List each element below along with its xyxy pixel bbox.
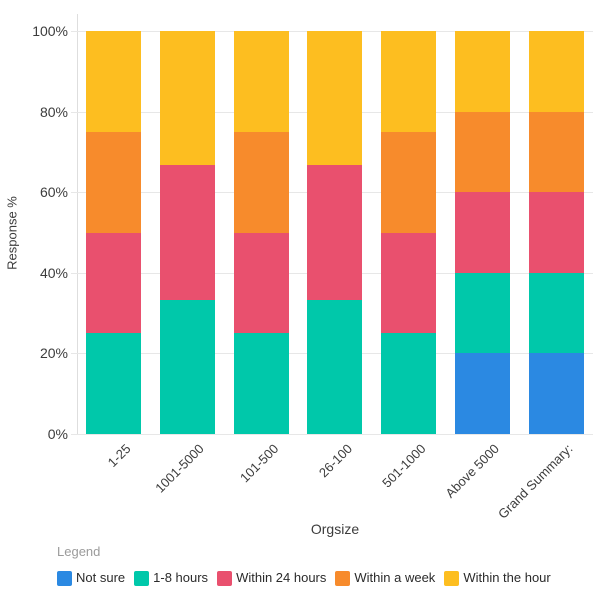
bar-Above 5000 [454,31,510,434]
y-tick-label: 60% [39,184,68,200]
bar-segment-1-8-hours[interactable] [233,333,289,434]
legend-item-1-8-hours[interactable]: 1-8 hours [134,570,208,586]
y-tick-label: 0% [47,426,68,442]
bar-segment-within-a-week[interactable] [454,111,510,193]
legend-item-label: Within 24 hours [236,570,327,585]
bar-segment-within-the-hour[interactable] [86,31,142,132]
legend-item-not-sure[interactable]: Not sure [57,570,125,586]
x-tick-label: 501-1000 [378,441,429,491]
legend-title: Legend [57,544,101,559]
bar-segment-within-the-hour[interactable] [454,31,510,112]
x-tick-label: 26-100 [315,441,355,481]
x-tick-label: Grand Summary: [495,441,576,522]
legend-swatch-icon [134,570,150,586]
bar-501-1000 [381,31,437,434]
legend-item-label: Not sure [76,570,126,585]
x-tick-label: 1001-5000 [152,441,208,496]
legend-swatch-icon [57,570,72,586]
legend-swatch-icon [444,570,460,586]
bar-segment-within-24-hours[interactable] [307,165,363,300]
bar-segment-1-8-hours[interactable] [160,299,216,434]
bar-segment-within-24-hours[interactable] [160,165,216,300]
x-tick-label: 1-25 [104,441,134,471]
y-tick-label: 40% [39,265,68,281]
bar-segment-within-the-hour[interactable] [160,31,216,166]
legend-item-label: Within a week [354,570,436,585]
y-tick-label: 100% [32,23,68,39]
bar-segment-within-24-hours[interactable] [233,232,289,334]
bar-segment-within-the-hour[interactable] [307,31,363,166]
bar-26-100 [307,31,363,434]
bar-segment-within-a-week[interactable] [86,131,142,233]
bar-segment-within-a-week[interactable] [528,111,584,193]
bar-segment-within-the-hour[interactable] [233,31,289,132]
y-tick-label: 80% [39,104,68,120]
legend-item-label: 1-8 hours [153,570,209,585]
bar-101-500 [233,31,289,434]
bar-segment-not-sure[interactable] [454,353,510,434]
bar-segment-within-24-hours[interactable] [528,192,584,273]
bar-segment-within-24-hours[interactable] [454,192,510,273]
bar-segment-within-a-week[interactable] [233,131,289,233]
bar-segment-1-8-hours[interactable] [454,272,510,354]
bar-1-25 [86,31,142,434]
bar-segment-1-8-hours[interactable] [528,272,584,354]
legend-item-within-24-hours[interactable]: Within 24 hours [217,570,326,586]
bar-Grand Summary: [528,31,584,434]
bar-segment-within-24-hours[interactable] [381,232,437,334]
x-tick-label: Above 5000 [442,441,503,501]
bar-1001-5000 [160,31,216,434]
bar-segment-within-the-hour[interactable] [528,31,584,112]
x-axis-title: Orgsize [310,521,360,537]
legend-swatch-icon [217,570,233,586]
legend-item-label: Within the hour [463,570,551,585]
gridline-0 [71,434,593,435]
bar-segment-within-a-week[interactable] [381,131,437,233]
x-tick-label: 101-500 [236,441,281,486]
legend-item-within-a-week[interactable]: Within a week [335,570,435,586]
bar-segment-1-8-hours[interactable] [381,333,437,434]
bar-segment-1-8-hours[interactable] [86,333,142,434]
legend-item-within-the-hour[interactable]: Within the hour [444,570,551,586]
y-axis-line [77,14,78,434]
plot-area [77,31,593,434]
legend: Not sure 1-8 hours Within 24 hours Within a… [57,570,560,586]
bar-segment-within-the-hour[interactable] [381,31,437,132]
bar-segment-not-sure[interactable] [528,353,584,434]
y-tick-label: 20% [39,345,68,361]
legend-swatch-icon [335,570,351,586]
bar-segment-within-24-hours[interactable] [86,232,142,334]
y-axis-title: Response % [4,196,20,270]
bar-segment-1-8-hours[interactable] [307,299,363,434]
